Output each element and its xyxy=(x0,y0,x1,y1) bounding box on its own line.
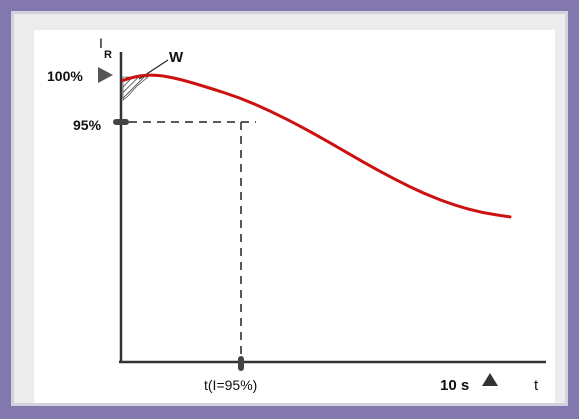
x-marker-t95-label: t(I=95%) xyxy=(204,377,257,393)
y-axis-subscript: R xyxy=(104,49,112,61)
x-marker-10s-arrow xyxy=(482,373,498,386)
y-marker-95-label: 95% xyxy=(73,117,102,133)
y-axis-label: I xyxy=(99,35,103,51)
area-w-hatch xyxy=(122,76,149,101)
x-marker-t95-tick xyxy=(238,356,244,371)
y-marker-100-arrow xyxy=(98,67,113,83)
annotation-w: W xyxy=(169,49,184,66)
y-marker-95-tick xyxy=(113,119,129,125)
y-marker-100-label: 100% xyxy=(47,68,83,84)
x-axis-label: t xyxy=(534,377,539,394)
series-decay-curve xyxy=(121,73,512,219)
x-marker-10s-label: 10 s xyxy=(440,377,469,394)
